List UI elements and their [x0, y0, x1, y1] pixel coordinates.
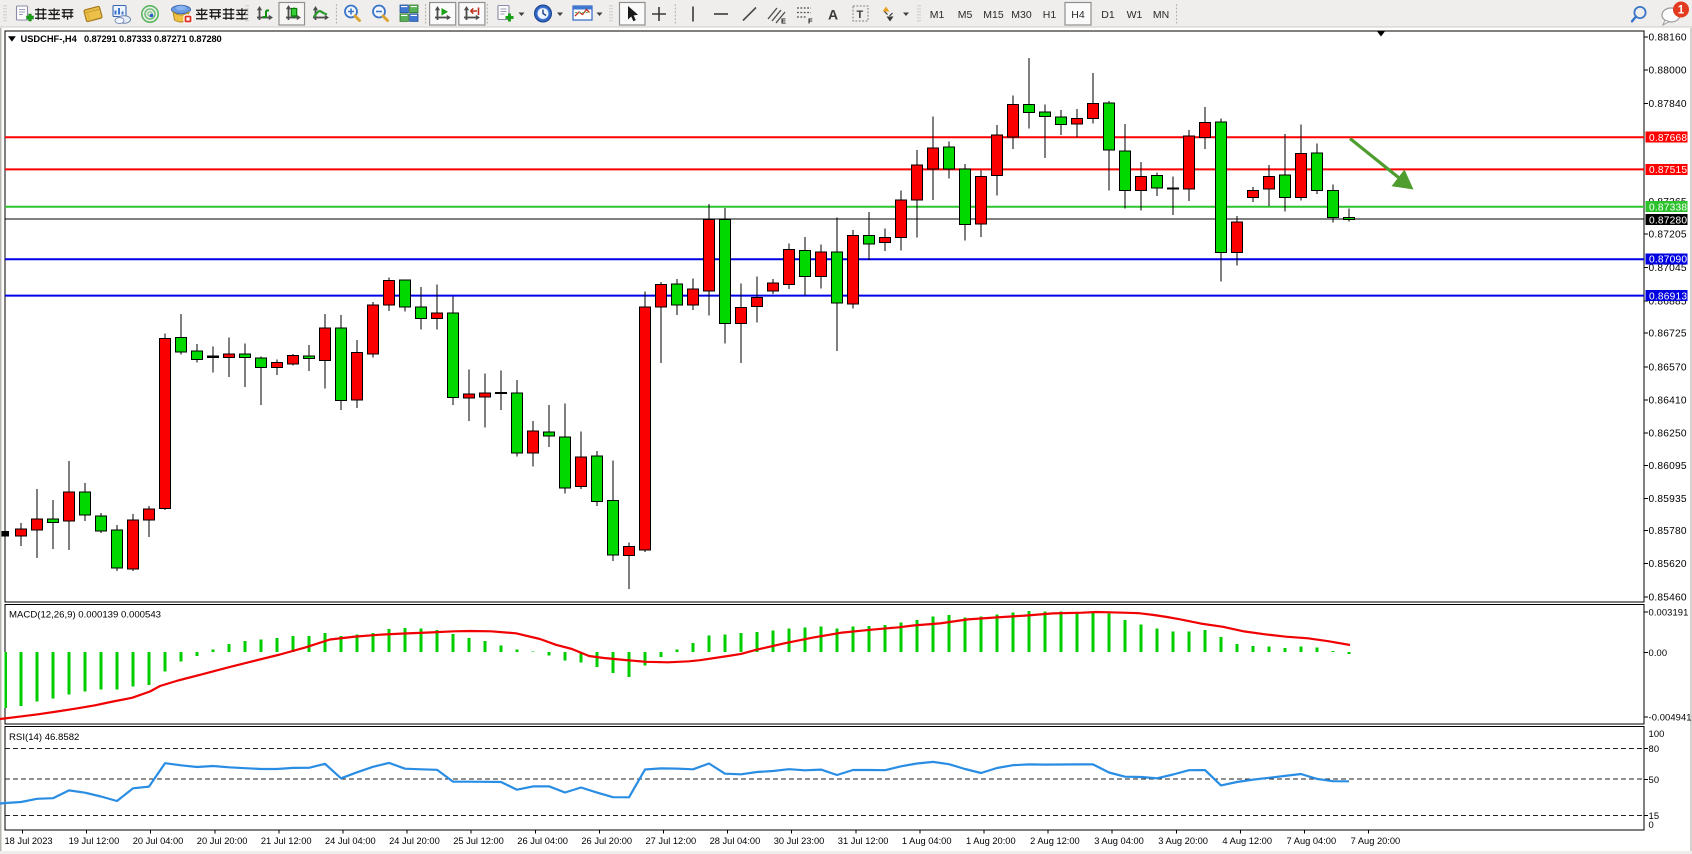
svg-text:19 Jul 12:00: 19 Jul 12:00 [69, 836, 120, 846]
svg-text:0.87338: 0.87338 [1649, 202, 1687, 213]
svg-text:M1: M1 [930, 9, 945, 21]
svg-text:D1: D1 [1101, 9, 1115, 21]
svg-text:0.003191: 0.003191 [1649, 606, 1689, 617]
svg-text:1: 1 [1678, 5, 1685, 17]
svg-text:0.87291 0.87333 0.87271 0.8728: 0.87291 0.87333 0.87271 0.87280 [84, 34, 222, 44]
svg-text:25 Jul 12:00: 25 Jul 12:00 [453, 836, 504, 846]
svg-text:RSI(14) 46.8582: RSI(14) 46.8582 [9, 732, 79, 743]
svg-text:0.87090: 0.87090 [1649, 255, 1687, 266]
svg-text:18 Jul 2023: 18 Jul 2023 [5, 836, 53, 846]
svg-text:MACD(12,26,9) 0.000139 0.00054: MACD(12,26,9) 0.000139 0.000543 [9, 610, 161, 621]
svg-text:W1: W1 [1127, 9, 1143, 21]
svg-text:26 Jul 04:00: 26 Jul 04:00 [517, 836, 568, 846]
svg-text:H4: H4 [1071, 9, 1085, 21]
svg-text:30 Jul 23:00: 30 Jul 23:00 [774, 836, 825, 846]
svg-text:0.88160: 0.88160 [1649, 33, 1687, 44]
svg-text:0.87045: 0.87045 [1649, 263, 1687, 274]
svg-text:26 Jul 20:00: 26 Jul 20:00 [581, 836, 632, 846]
svg-text:0.00: 0.00 [1649, 647, 1668, 658]
svg-text:1 Aug 20:00: 1 Aug 20:00 [966, 836, 1016, 846]
svg-text:T: T [857, 9, 864, 21]
svg-text:15: 15 [1649, 810, 1660, 821]
svg-text:7 Aug 04:00: 7 Aug 04:00 [1287, 836, 1337, 846]
svg-text:F: F [808, 17, 813, 26]
svg-text:0.86410: 0.86410 [1649, 396, 1687, 407]
svg-text:0.85620: 0.85620 [1649, 559, 1687, 570]
svg-text:0.87515: 0.87515 [1649, 165, 1687, 176]
svg-text:0.85780: 0.85780 [1649, 526, 1687, 537]
svg-text:0.85935: 0.85935 [1649, 494, 1687, 505]
svg-text:24 Jul 20:00: 24 Jul 20:00 [389, 836, 440, 846]
svg-text:20 Jul 04:00: 20 Jul 04:00 [133, 836, 184, 846]
svg-text:20 Jul 20:00: 20 Jul 20:00 [197, 836, 248, 846]
svg-text:M5: M5 [958, 9, 973, 21]
svg-text:H1: H1 [1043, 9, 1057, 21]
svg-text:0.86095: 0.86095 [1649, 461, 1687, 472]
svg-text:80: 80 [1649, 743, 1660, 754]
svg-text:7 Aug 20:00: 7 Aug 20:00 [1351, 836, 1401, 846]
svg-text:M15: M15 [983, 9, 1004, 21]
svg-text:0: 0 [1649, 819, 1654, 830]
svg-text:31 Jul 12:00: 31 Jul 12:00 [838, 836, 889, 846]
svg-text:-0.004941: -0.004941 [1649, 711, 1692, 722]
svg-text:M30: M30 [1011, 9, 1032, 21]
svg-text:50: 50 [1649, 774, 1660, 785]
svg-text:E: E [781, 17, 786, 26]
svg-text:0.87840: 0.87840 [1649, 99, 1687, 110]
svg-text:3 Aug 04:00: 3 Aug 04:00 [1094, 836, 1144, 846]
svg-text:3 Aug 20:00: 3 Aug 20:00 [1158, 836, 1208, 846]
svg-text:24 Jul 04:00: 24 Jul 04:00 [325, 836, 376, 846]
svg-text:21 Jul 12:00: 21 Jul 12:00 [261, 836, 312, 846]
svg-text:100: 100 [1649, 728, 1665, 739]
svg-text:0.86885: 0.86885 [1649, 297, 1687, 308]
svg-text:2 Aug 12:00: 2 Aug 12:00 [1030, 836, 1080, 846]
svg-text:4 Aug 12:00: 4 Aug 12:00 [1222, 836, 1272, 846]
svg-text:0.86250: 0.86250 [1649, 429, 1687, 440]
svg-text:0.86570: 0.86570 [1649, 363, 1687, 374]
svg-text:0.85460: 0.85460 [1649, 593, 1687, 604]
svg-text:0.87668: 0.87668 [1649, 133, 1687, 144]
svg-text:0.88000: 0.88000 [1649, 66, 1687, 77]
svg-text:0.87205: 0.87205 [1649, 230, 1687, 241]
svg-text:0.86725: 0.86725 [1649, 329, 1687, 340]
svg-text:USDCHF-,H4: USDCHF-,H4 [21, 34, 78, 44]
svg-text:A: A [828, 7, 838, 23]
svg-text:0.86913: 0.86913 [1649, 291, 1687, 302]
svg-text:27 Jul 12:00: 27 Jul 12:00 [646, 836, 697, 846]
svg-text:0.87280: 0.87280 [1649, 215, 1687, 226]
svg-text:1 Aug 04:00: 1 Aug 04:00 [902, 836, 952, 846]
svg-text:MN: MN [1153, 9, 1169, 21]
svg-text:28 Jul 04:00: 28 Jul 04:00 [710, 836, 761, 846]
